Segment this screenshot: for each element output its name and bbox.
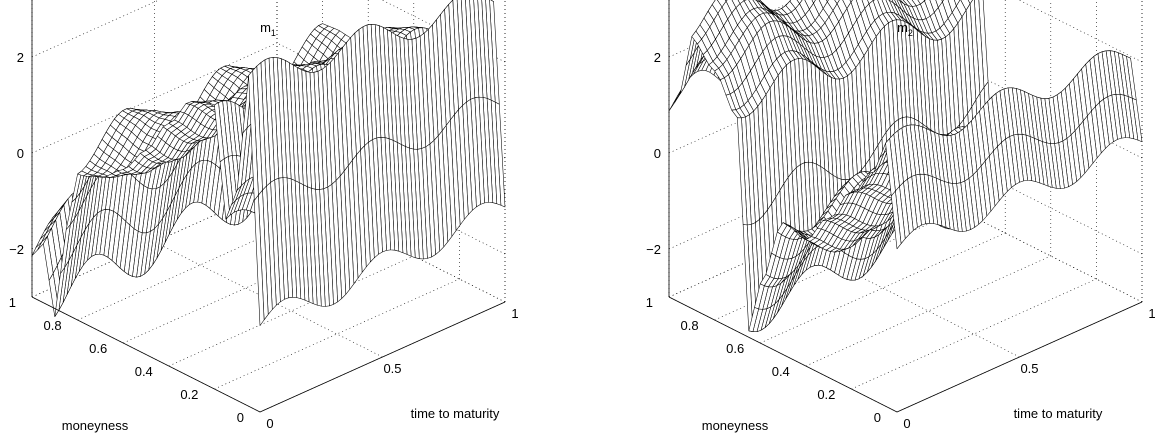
y-tick-label: 1 — [646, 295, 653, 310]
x-tick-label: 0.5 — [1020, 361, 1038, 376]
y-tick-label: 0 — [237, 410, 244, 425]
z-tick-label: 0 — [17, 146, 24, 161]
grid-line — [668, 138, 915, 250]
grid-line — [668, 42, 915, 154]
y-tick-label: 0.8 — [681, 318, 699, 333]
y-tick-label: 0.4 — [135, 364, 153, 379]
surface-patch — [254, 194, 265, 326]
y-tick-label: 0.6 — [89, 341, 107, 356]
x-axis-label: time to maturity — [411, 406, 500, 421]
y-tick-label: 0.2 — [180, 387, 198, 402]
grid-line — [31, 0, 160, 58]
y-tick-label: 0.8 — [44, 318, 62, 333]
z-tick-label: −2 — [9, 242, 24, 257]
surface-patch — [31, 241, 43, 256]
grid-line — [851, 278, 1097, 390]
surface-patch — [834, 0, 840, 5]
surface-panel-1: 0 0.5 1 0 0.2 0.4 0.6 0.8 1 −2 0 2 m1 time to maturit… — [9, 0, 519, 433]
y-axis-label: moneyness — [62, 418, 129, 433]
grid-line — [31, 42, 278, 154]
y-axis-label: moneyness — [702, 418, 769, 433]
surface-patch — [796, 0, 803, 4]
x-tick-label: 0 — [903, 416, 910, 431]
y-tick-label: 0.2 — [817, 387, 835, 402]
z-tick-label: −2 — [646, 242, 661, 257]
x-axis-label: time to maturity — [1014, 406, 1103, 421]
surface-mesh — [31, 0, 506, 326]
x-axis — [259, 301, 506, 413]
x-tick-label: 0 — [266, 416, 273, 431]
y-tick-label: 0.4 — [772, 364, 790, 379]
surface-patch — [891, 190, 902, 250]
y-tick-label: 0.6 — [726, 341, 744, 356]
grid-line — [668, 186, 915, 298]
surface-patch — [967, 0, 973, 5]
grid-line — [77, 209, 323, 321]
x-tick-label: 1 — [1148, 306, 1155, 321]
z-tick-label: 2 — [17, 50, 24, 65]
y-axis — [31, 296, 261, 413]
grid-line — [123, 232, 369, 344]
chart-title: m1 — [260, 20, 276, 38]
y-tick-label: 0 — [874, 410, 881, 425]
grid-line — [760, 232, 1006, 344]
surface-patch — [811, 0, 816, 4]
grid-line — [168, 255, 414, 367]
x-tick-label: 1 — [511, 306, 518, 321]
z-tick-label: 0 — [654, 146, 661, 161]
y-axis — [668, 296, 898, 413]
z-tick-label: 2 — [654, 50, 661, 65]
x-axis — [896, 301, 1143, 413]
x-tick-label: 0.5 — [383, 361, 401, 376]
y-tick-label: 1 — [9, 295, 16, 310]
grid-line — [214, 278, 460, 390]
surface-mesh — [668, 0, 1143, 332]
grid-line — [154, 241, 383, 358]
grid-line — [805, 255, 1051, 367]
